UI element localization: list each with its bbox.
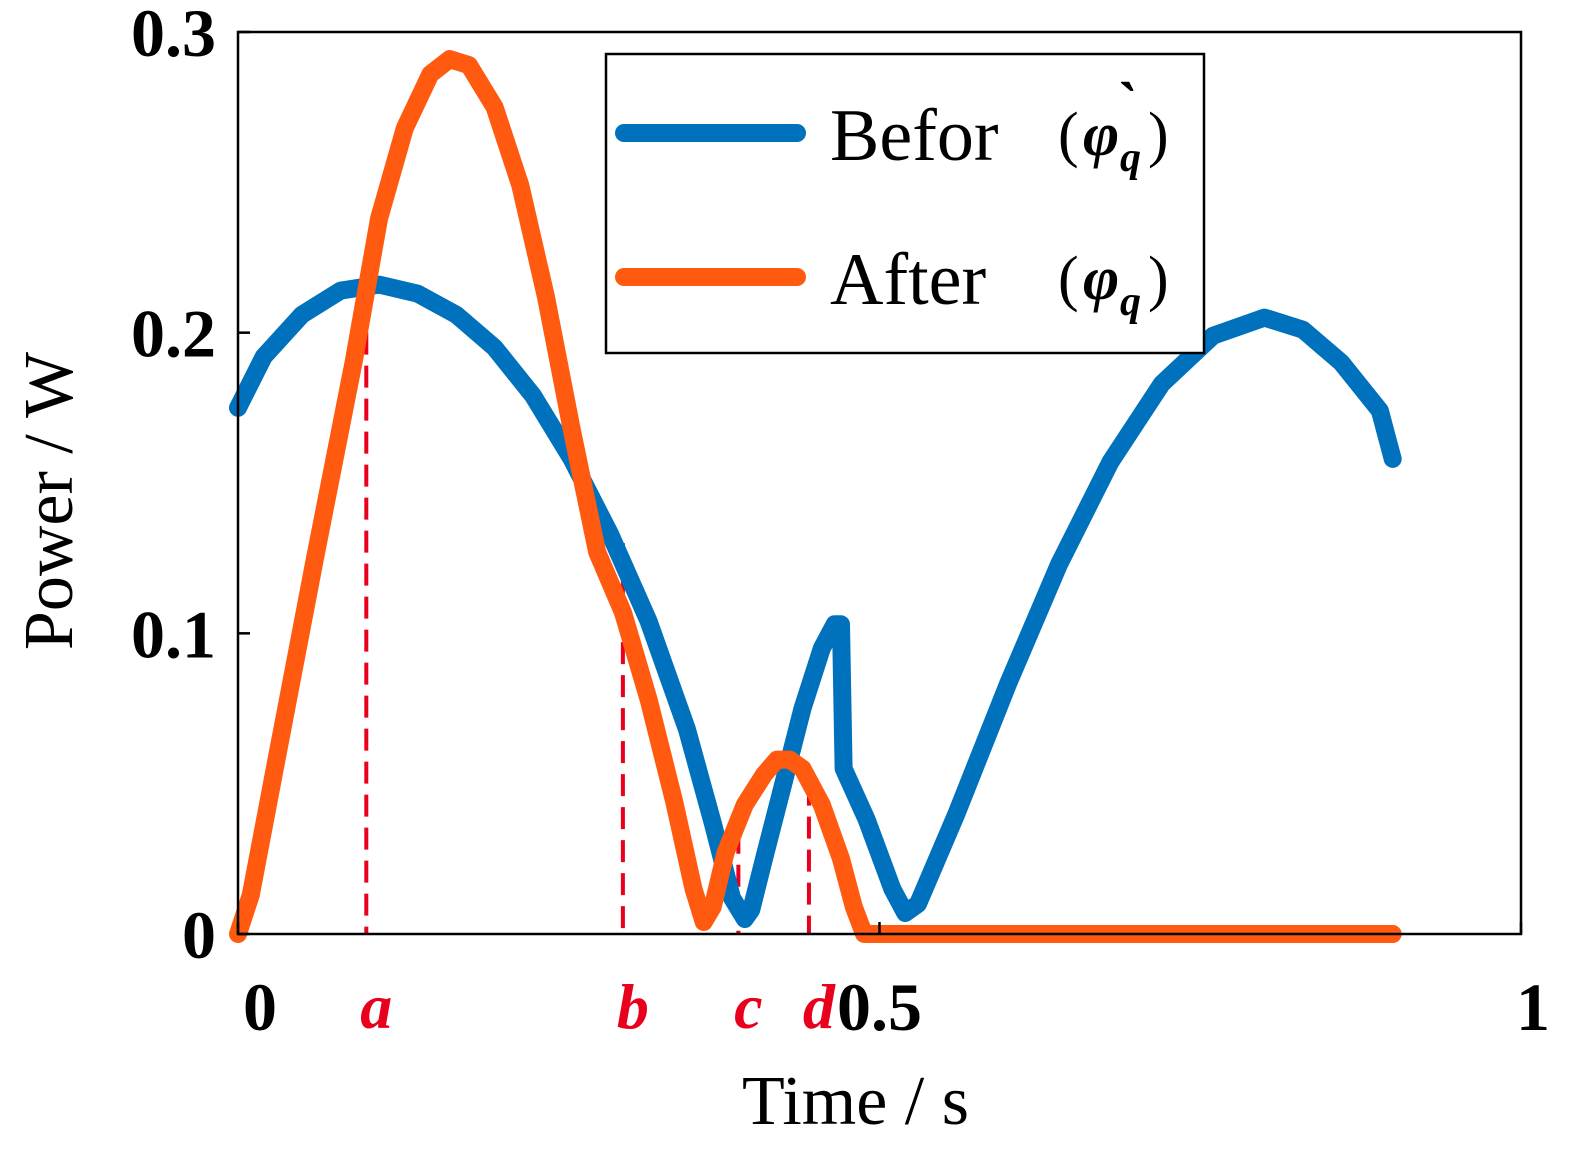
series-layer: [229, 50, 1402, 943]
y-tick-label: 0.3: [131, 0, 216, 71]
y-axis-label: Power / W: [11, 352, 88, 650]
x-tick-label: 0: [243, 969, 277, 1045]
legend-symbol: φ: [1083, 245, 1119, 313]
legend-label-befor: Befor: [830, 95, 999, 177]
y-tick-label: 0.2: [131, 296, 216, 372]
legend-paren-open: (: [1058, 245, 1079, 313]
marker-lines: [364, 332, 811, 934]
legend-accent: `: [1114, 71, 1135, 139]
ticks-layer: [236, 30, 1523, 936]
series-line-after: [229, 50, 1402, 943]
legend-symbol: φ: [1083, 101, 1119, 169]
marker-label-a: a: [360, 971, 392, 1042]
x-tick-label: 0.5: [837, 969, 922, 1045]
legend-paren-close: ): [1148, 101, 1169, 169]
y-tick-label: 0: [182, 897, 216, 973]
marker-label-d: d: [803, 971, 836, 1042]
legend: Befor(φ q`)After(φ q): [604, 52, 1206, 355]
legend-paren-open: (: [1058, 101, 1079, 169]
x-axis-label: Time / s: [742, 1063, 969, 1140]
legend-paren-close: ): [1148, 245, 1169, 313]
y-tick-label: 0.1: [131, 596, 216, 672]
legend-box: [604, 52, 1206, 355]
marker-label-c: c: [734, 971, 762, 1042]
tick-labels: 0 0.1 0.2 0.3 0 0.5 1: [131, 0, 1550, 1045]
legend-label-after: After: [830, 239, 986, 321]
legend-subscript: q: [1120, 135, 1141, 181]
x-tick-label: 1: [1516, 969, 1550, 1045]
series-line-befor: [229, 275, 1402, 928]
marker-label-b: b: [617, 971, 649, 1042]
legend-subscript: q: [1120, 279, 1141, 325]
